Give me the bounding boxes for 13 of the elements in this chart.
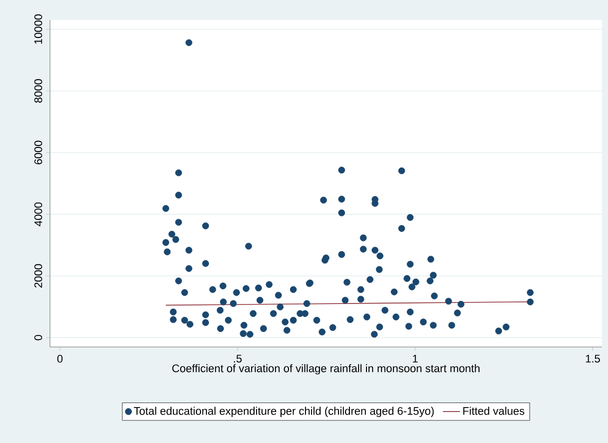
y-tick-label: 0 — [34, 334, 42, 340]
y-tick-label: 6000 — [34, 140, 42, 164]
y-tick-label: 4000 — [34, 202, 42, 226]
x-tick-label: .5 — [234, 354, 242, 363]
x-tick-label: 0 — [57, 354, 63, 363]
legend-label: Fitted values — [463, 406, 524, 415]
legend-label: Total educational expenditure per child (children aged 6-15yo) — [134, 406, 434, 418]
x-axis-title: Coefficient of variation of village rainfall in monsoon start month — [172, 364, 480, 374]
y-tick-label: 2000 — [34, 264, 42, 288]
y-tick-label: 8000 — [34, 79, 42, 103]
x-tick-label: 1 — [412, 354, 418, 362]
y-tick-label: 10000 — [34, 14, 42, 44]
x-tick-label: 1.5 — [586, 354, 600, 363]
